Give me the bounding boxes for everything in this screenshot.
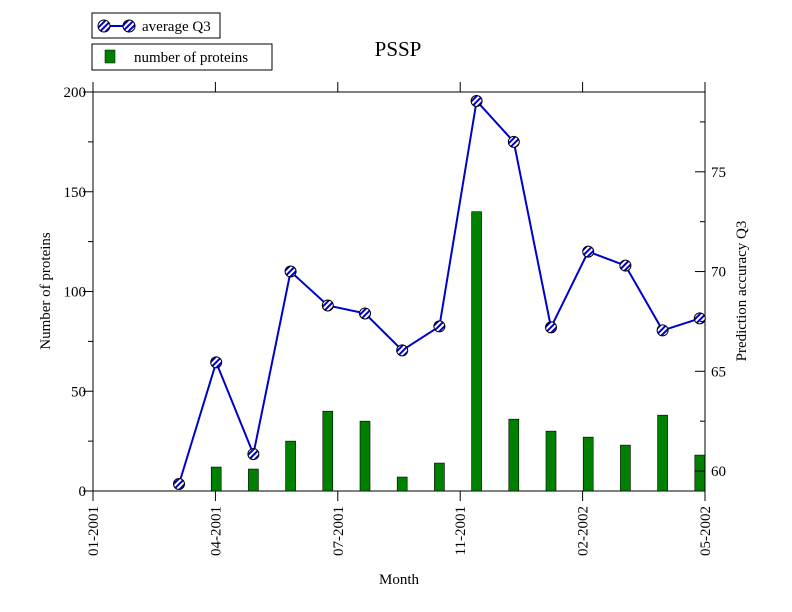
y-right-tick-label: 60: [711, 464, 726, 480]
q3-point: [656, 324, 669, 337]
x-axis-label: Month: [379, 572, 420, 588]
y-right-tick-label: 70: [711, 265, 726, 281]
legend-marker-q3: [97, 19, 111, 33]
q3-point: [693, 312, 706, 325]
y-left-tick-label: 100: [64, 285, 87, 301]
bar: [582, 436, 594, 492]
bar: [322, 410, 334, 492]
q3-point: [284, 265, 297, 278]
bar: [471, 211, 482, 492]
bar: [657, 414, 668, 492]
y-axis-left-label: Number of proteins: [38, 232, 54, 350]
bar: [620, 444, 631, 492]
legend-item-number-of-proteins: number of proteins: [91, 43, 273, 71]
chart-title: PSSP: [375, 37, 422, 61]
bar: [396, 476, 408, 492]
x-tick-label: 01-2001: [86, 506, 102, 556]
legend-item-average-q3: average Q3: [91, 12, 221, 39]
q3-line: [178, 98, 701, 485]
legend-label-proteins: number of proteins: [134, 50, 248, 66]
bar: [210, 466, 222, 492]
bar: [508, 418, 520, 492]
legend: average Q3 number of proteins: [91, 12, 273, 71]
x-tick-label: 04-2001: [208, 506, 224, 556]
y-left-tick-label: 150: [64, 185, 87, 201]
q3-point: [247, 448, 260, 461]
q3-point: [545, 321, 557, 334]
q3-point: [359, 307, 371, 320]
bar: [359, 420, 371, 492]
x-tick-label: 11-2001: [453, 506, 469, 555]
legend-label-q3: average Q3: [142, 19, 211, 35]
bar: [285, 440, 296, 492]
bar: [545, 430, 557, 492]
q3-point: [396, 344, 409, 357]
y-axis-right-label: Prediction accuracy Q3: [734, 221, 750, 362]
q3-point: [321, 299, 334, 312]
x-tick-label: 05-2002: [698, 506, 714, 556]
q3-point: [210, 356, 223, 369]
legend-marker-proteins: [104, 49, 116, 64]
y-left-tick-label: 0: [79, 484, 87, 500]
bar: [434, 462, 445, 492]
bar: [248, 468, 259, 492]
q3-point: [619, 259, 632, 272]
x-tick-label: 02-2002: [576, 506, 592, 556]
y-left-tick-label: 200: [64, 85, 87, 101]
bar: [694, 454, 706, 492]
q3-point: [507, 135, 520, 148]
y-left-tick-label: 50: [71, 384, 86, 400]
q3-point: [173, 478, 185, 491]
y-right-tick-label: 65: [711, 364, 726, 380]
q3-point: [433, 320, 446, 333]
plot-frame: [92, 91, 706, 492]
q3-point: [582, 245, 595, 258]
x-tick-label: 07-2001: [331, 506, 347, 556]
q3-point: [470, 94, 483, 107]
y-right-tick-label: 75: [711, 165, 726, 181]
